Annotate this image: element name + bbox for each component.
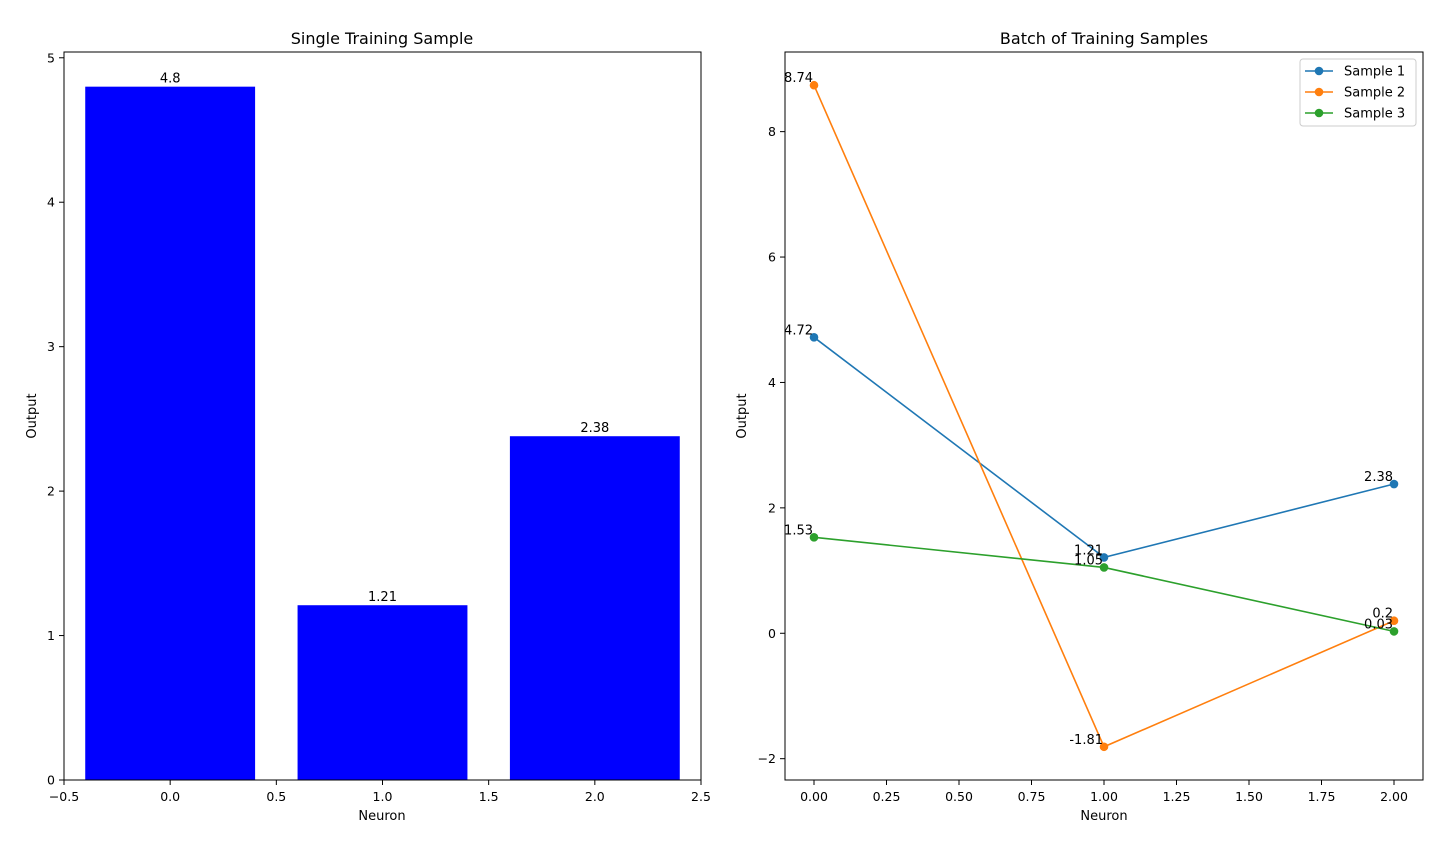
y-tick-label: 6 [768, 250, 776, 265]
y-tick-label: 5 [47, 50, 55, 65]
x-tick-label: 0.00 [800, 789, 828, 804]
y-tick-label: 2 [47, 484, 55, 499]
plot-frame [784, 51, 1424, 781]
y-tick-label: 0 [768, 626, 776, 641]
x-tick-label: 2.00 [1380, 789, 1408, 804]
x-tick-label: 0.75 [1018, 789, 1046, 804]
data-label: 4.72 [784, 323, 813, 338]
data-labels: 4.72 1.21 2.38 8.74 -1.81 0.2 1.53 1.05 0.03 [784, 71, 1393, 748]
data-point [809, 333, 819, 342]
x-axis-ticks: 0.00 0.25 0.50 0.75 1.00 1.25 1.50 1.75 2.00 [800, 780, 1408, 804]
x-tick-label: 0.50 [945, 789, 973, 804]
legend-marker [1314, 108, 1324, 118]
data-label: 8.74 [784, 71, 813, 86]
x-tick-label: 1.50 [1235, 789, 1263, 804]
bar [509, 436, 680, 780]
data-point [1389, 627, 1399, 636]
data-point [1099, 563, 1109, 572]
y-tick-label: 1 [47, 628, 55, 643]
legend-marker [1314, 87, 1324, 97]
x-axis-label: Neuron [358, 809, 405, 824]
x-tick-label: 0.0 [160, 789, 180, 804]
x-tick-label: 0.25 [873, 789, 901, 804]
y-tick-label: 3 [47, 339, 55, 354]
x-tick-label: 1.00 [1090, 789, 1118, 804]
x-axis-ticks: −0.5 0.0 0.5 1.0 1.5 2.0 2.5 [49, 780, 711, 804]
data-label: 0.2 [1372, 607, 1393, 622]
y-tick-label: 2 [768, 500, 776, 515]
data-label: 4.8 [160, 72, 181, 87]
x-tick-label: 0.5 [266, 789, 286, 804]
x-tick-label: 1.25 [1163, 789, 1191, 804]
data-label: 2.38 [1364, 470, 1393, 485]
bar [85, 86, 256, 780]
y-tick-label: 4 [768, 375, 776, 390]
legend-label: Sample 1 [1344, 65, 1405, 80]
series-line [813, 84, 1395, 748]
chart-title: Batch of Training Samples [1000, 29, 1208, 48]
data-label: 1.05 [1074, 553, 1103, 568]
y-tick-label: −2 [758, 751, 776, 766]
bar [297, 605, 468, 780]
line-chart: Batch of Training Samples 4.72 1.21 2.38 8.… [735, 29, 1424, 824]
legend-marker [1314, 66, 1324, 76]
x-tick-label: 2.5 [691, 789, 711, 804]
series-lines [809, 80, 1399, 752]
y-tick-label: 0 [47, 773, 55, 788]
y-axis-ticks: 0 1 2 3 4 5 [47, 50, 64, 788]
series-line [813, 336, 1395, 559]
data-labels: 4.8 1.21 2.38 [160, 72, 609, 606]
x-axis-label: Neuron [1080, 809, 1127, 824]
data-label: 1.53 [784, 523, 813, 538]
bar-chart: Single Training Sample 4.81.212.38 −0.5 0… [25, 29, 711, 824]
y-axis-label: Output [735, 393, 750, 438]
y-axis-label: Output [25, 393, 40, 438]
y-tick-label: 4 [47, 195, 55, 210]
data-label: 1.21 [1074, 543, 1103, 558]
legend-box [1299, 58, 1417, 127]
bar-group [85, 86, 680, 780]
x-tick-label: 1.75 [1308, 789, 1336, 804]
x-tick-label: −0.5 [49, 789, 79, 804]
chart-title: Single Training Sample [291, 29, 473, 48]
data-label: -1.81 [1069, 733, 1103, 748]
legend-label: Sample 3 [1344, 107, 1405, 122]
data-point [1099, 742, 1109, 752]
data-label: 1.21 [368, 590, 397, 605]
y-tick-label: 8 [768, 124, 776, 139]
data-label: 0.03 [1364, 617, 1393, 632]
data-point [1099, 553, 1109, 562]
legend: Sample 1 Sample 2 Sample 3 [1299, 58, 1417, 127]
data-point [1389, 479, 1399, 489]
data-point [1389, 616, 1399, 626]
x-tick-label: 1.0 [373, 789, 393, 804]
data-point [809, 533, 819, 542]
x-tick-label: 1.5 [479, 789, 499, 804]
legend-label: Sample 2 [1344, 86, 1405, 101]
x-tick-label: 2.0 [585, 789, 605, 804]
series-line [813, 536, 1395, 633]
data-label: 2.38 [580, 421, 609, 436]
data-point [809, 80, 819, 90]
y-axis-ticks: −2 0 2 4 6 8 [758, 124, 785, 766]
